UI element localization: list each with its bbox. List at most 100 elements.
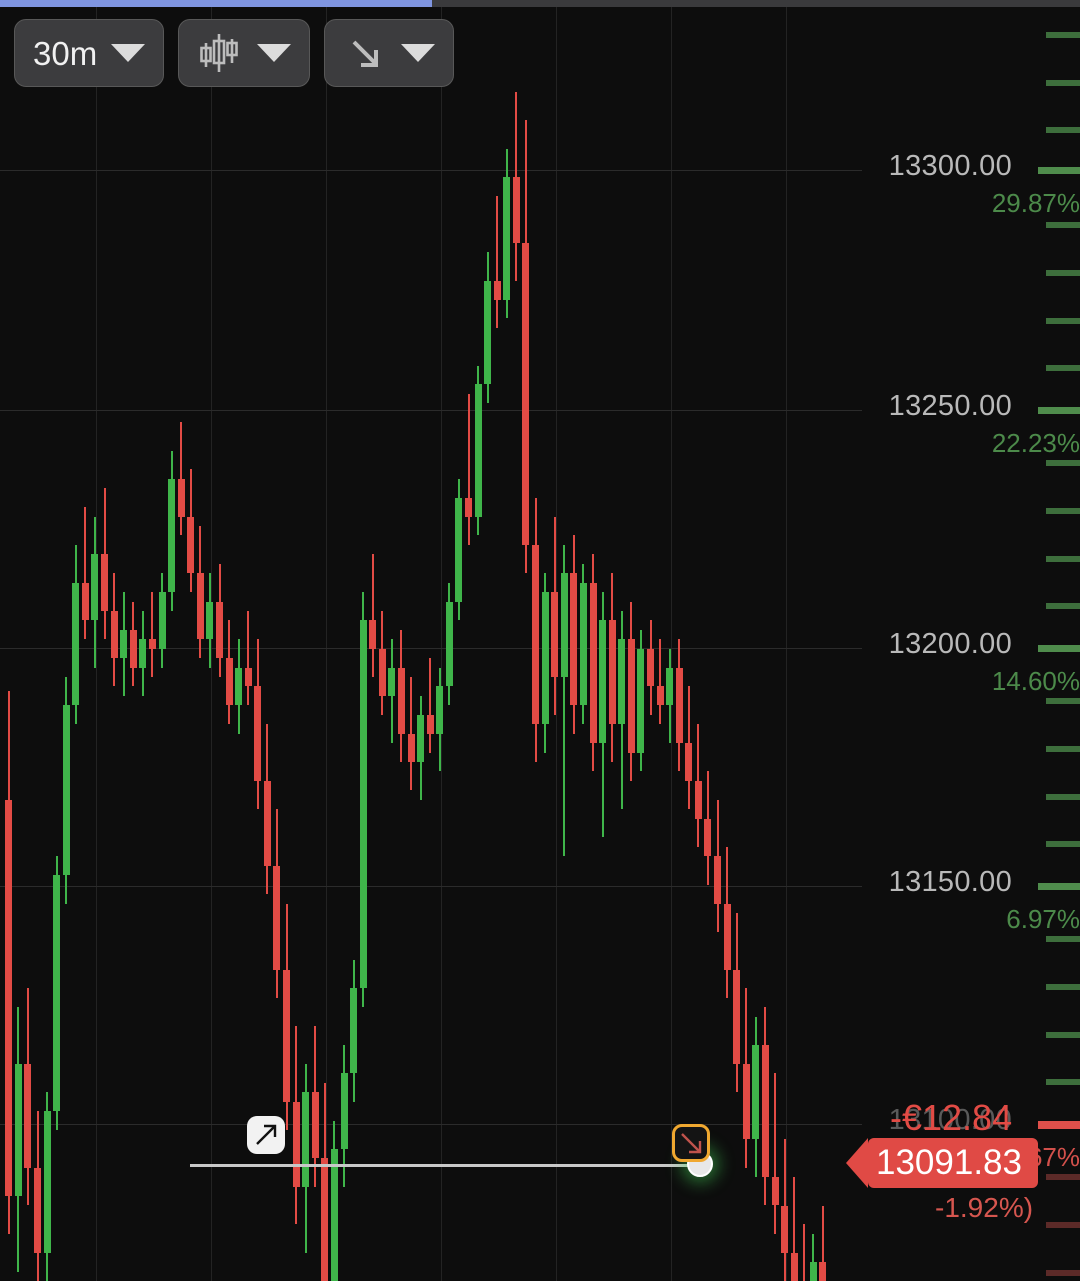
price-axis-tick-minor	[1046, 984, 1080, 990]
candle-wick	[84, 507, 87, 640]
candle-body	[771, 1177, 779, 1206]
candle-body	[493, 280, 501, 300]
timeframe-label: 30m	[33, 34, 98, 72]
candle-body	[43, 1111, 51, 1253]
grid-line-horizontal	[0, 1124, 862, 1125]
drawing-tool-selector[interactable]	[324, 19, 455, 87]
candle-body	[541, 592, 549, 725]
candle-body	[694, 780, 702, 819]
candle-wick	[371, 554, 374, 678]
candle-body	[340, 1073, 348, 1149]
candle-body	[417, 714, 425, 762]
candle-body	[225, 658, 233, 706]
price-axis-percent: 6.97%	[1006, 904, 1080, 934]
candle-body	[532, 544, 540, 725]
candle-wick	[821, 1205, 824, 1281]
price-axis-label: 13250.00	[888, 390, 1012, 422]
chevron-down-icon	[257, 44, 292, 62]
candle-wick	[180, 422, 183, 536]
candle-body	[24, 1063, 32, 1168]
price-axis-tick-minor	[1046, 79, 1080, 86]
candle-body	[455, 497, 463, 602]
candle-body	[5, 799, 13, 1197]
candle-wick	[563, 544, 566, 857]
candle-body	[235, 667, 243, 706]
candle-body	[148, 639, 156, 649]
candle-body	[14, 1063, 22, 1197]
candle-body	[733, 969, 741, 1064]
price-axis-label: 13100.00	[888, 1104, 1012, 1136]
candlestick-icon	[200, 34, 239, 72]
candle-wick	[151, 592, 154, 678]
candle-body	[292, 1101, 300, 1187]
candle-body	[426, 714, 434, 734]
candle-body	[761, 1045, 769, 1178]
price-axis-tick-major	[1038, 167, 1080, 174]
price-axis-tick-minor	[1046, 1174, 1080, 1181]
price-axis-tick-minor	[1046, 32, 1080, 38]
timeframe-selector[interactable]: 30m	[14, 19, 165, 87]
price-axis-tick-minor	[1046, 1031, 1080, 1038]
grid-line-horizontal	[0, 410, 862, 411]
candle-wick	[496, 195, 499, 328]
candle-body	[397, 667, 405, 734]
candle-body	[647, 648, 654, 687]
candle-body	[216, 601, 223, 659]
candle-body	[206, 601, 214, 640]
price-axis-tick-minor	[1046, 508, 1080, 514]
candle-body	[484, 280, 492, 385]
chevron-down-icon	[111, 44, 146, 62]
candle-body	[666, 667, 674, 706]
chart-plot-area[interactable]	[0, 7, 862, 1281]
candle-body	[618, 639, 626, 725]
candle-body	[685, 743, 693, 781]
candle-body	[62, 705, 70, 876]
price-axis-tick-major	[1038, 407, 1080, 414]
candle-body	[302, 1092, 310, 1187]
trend-up-marker[interactable]	[247, 1116, 285, 1154]
price-axis-percent: 14.60%	[991, 666, 1080, 696]
arrow-up-right-icon	[256, 1124, 277, 1145]
candle-body	[72, 582, 80, 706]
candle-body	[608, 620, 616, 725]
price-axis-tick-major	[1038, 1121, 1080, 1129]
price-axis-tick-minor	[1046, 793, 1080, 800]
candle-body	[110, 610, 118, 659]
candle-body	[350, 988, 358, 1074]
chevron-down-icon	[401, 44, 436, 62]
candle-wick	[793, 1177, 796, 1281]
price-axis-tick-minor	[1046, 460, 1080, 467]
candle-body	[551, 592, 559, 678]
price-axis-tick-minor	[1046, 841, 1080, 848]
candle-body	[263, 780, 271, 866]
price-axis[interactable]: 13300.00 29.87% 13250.00 22.23% 13200.00 14.6…	[862, 7, 1080, 1281]
candle-body	[91, 554, 99, 621]
progress-fill	[0, 0, 432, 7]
price-axis-label: 13200.00	[888, 628, 1012, 660]
candle-body	[790, 1252, 798, 1281]
candle-body	[196, 573, 204, 640]
price-axis-tick-major	[1038, 883, 1080, 890]
change-amount: -€12.84	[890, 1097, 1013, 1138]
candle-body	[369, 620, 377, 649]
candle-body	[474, 384, 482, 517]
horizontal-trend-line[interactable]	[190, 1164, 700, 1167]
trend-down-marker[interactable]	[672, 1124, 710, 1162]
price-axis-tick-minor	[1046, 127, 1080, 134]
candle-body	[579, 582, 587, 706]
candle-body	[465, 497, 473, 517]
candle-body	[330, 1148, 338, 1281]
chart-type-selector[interactable]	[178, 19, 311, 87]
candle-body	[388, 667, 396, 696]
grid-line-horizontal	[0, 648, 862, 649]
candle-body	[359, 620, 367, 989]
candlestick-series	[0, 7, 862, 1281]
candle-body	[254, 686, 262, 781]
candle-body	[714, 856, 722, 904]
candle-body	[512, 176, 520, 243]
price-axis-tick-minor	[1046, 1269, 1080, 1276]
current-price-tag[interactable]: 13091.83	[846, 1138, 1038, 1188]
candle-body	[675, 667, 683, 744]
candle-wick	[812, 1233, 815, 1281]
candle-body	[158, 592, 166, 649]
